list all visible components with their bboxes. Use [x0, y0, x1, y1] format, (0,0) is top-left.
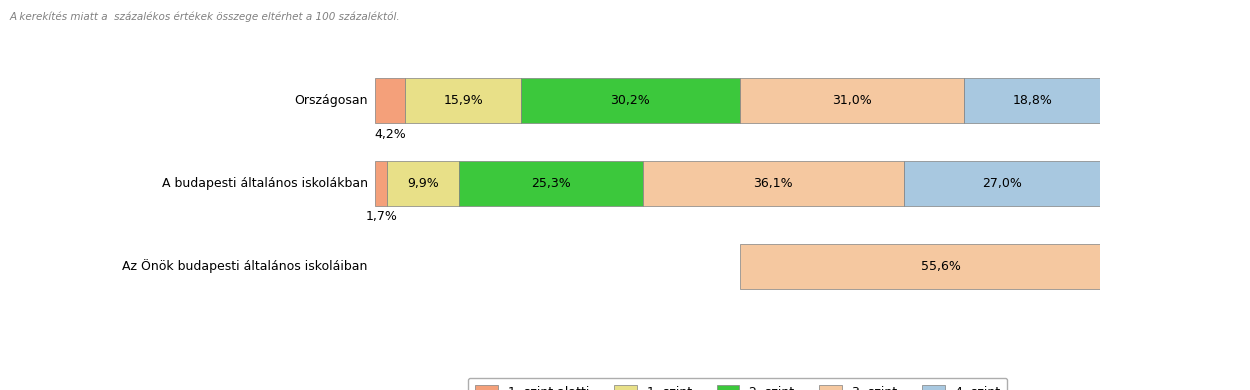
Text: 15,9%: 15,9%	[444, 94, 483, 107]
Text: 18,8%: 18,8%	[1013, 94, 1052, 107]
Legend: 1. szint alatti, 1. szint, 2. szint, 3. szint, 4. szint: 1. szint alatti, 1. szint, 2. szint, 3. …	[468, 378, 1008, 390]
Text: 9,9%: 9,9%	[408, 177, 439, 190]
Bar	[388, 161, 459, 206]
Bar	[521, 78, 740, 124]
Bar	[965, 78, 1101, 124]
Text: 55,6%: 55,6%	[921, 260, 961, 273]
Text: 30,2%: 30,2%	[610, 94, 650, 107]
Bar	[642, 161, 904, 206]
Text: 31,0%: 31,0%	[832, 94, 872, 107]
Bar	[375, 161, 388, 206]
Bar	[1142, 244, 1250, 289]
Bar	[740, 78, 965, 124]
Bar	[405, 78, 521, 124]
Text: 25,3%: 25,3%	[531, 177, 571, 190]
Bar	[904, 161, 1100, 206]
Text: 4,2%: 4,2%	[374, 128, 406, 141]
Text: A budapesti általános iskolákban: A budapesti általános iskolákban	[161, 177, 368, 190]
Bar	[375, 78, 405, 124]
Text: 1,7%: 1,7%	[365, 211, 398, 223]
Text: 27,0%: 27,0%	[982, 177, 1022, 190]
Bar	[459, 161, 642, 206]
Text: 36,1%: 36,1%	[754, 177, 794, 190]
Text: Országosan: Országosan	[294, 94, 368, 107]
Bar	[740, 244, 1142, 289]
Text: A kerekítés miatt a  százalékos értékek összege eltérhet a 100 százaléktól.: A kerekítés miatt a százalékos értékek ö…	[10, 12, 400, 22]
Text: Az Önök budapesti általános iskoláiban: Az Önök budapesti általános iskoláiban	[122, 259, 368, 273]
